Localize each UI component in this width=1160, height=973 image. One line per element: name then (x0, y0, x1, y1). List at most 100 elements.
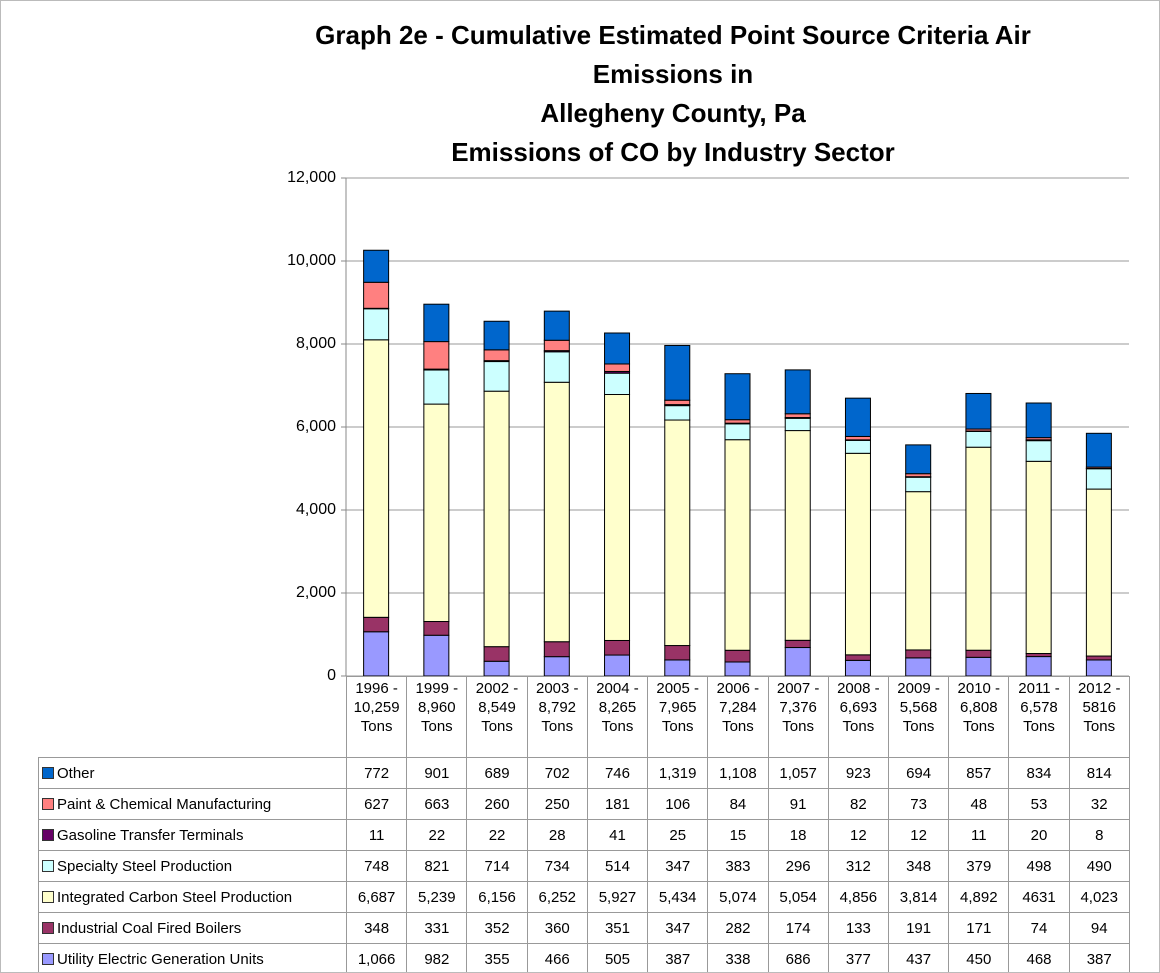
y-tick-label: 10,000 (287, 252, 336, 269)
bar-segment (724, 423, 751, 441)
table-value: 689 (466, 757, 528, 789)
bar-segment (483, 320, 510, 351)
bar-segment (1025, 460, 1052, 655)
table-value: 352 (466, 912, 528, 944)
x-tick-label: 2007 - 7,376 Tons (767, 676, 829, 758)
bar-segment (905, 657, 932, 677)
bar-segment (1085, 432, 1112, 468)
table-value: 171 (948, 912, 1010, 944)
y-tick-label: 4,000 (296, 501, 336, 518)
bar-segment (543, 641, 570, 658)
bar-segment (604, 639, 631, 656)
bar-segment (965, 446, 992, 651)
table-value: 4,856 (827, 881, 889, 913)
table-value: 191 (887, 912, 950, 944)
x-tick-label: 1996 - 10,259 Tons (345, 676, 408, 758)
bar-segment (724, 419, 751, 424)
x-tick-label: 2003 - 8,792 Tons (526, 676, 588, 758)
table-value: 5,054 (767, 881, 829, 913)
table-value: 663 (406, 788, 468, 820)
header-row: 1996 - 10,259 Tons 1999 - 8,960 Tons 2002 … (38, 676, 1130, 758)
x-tick-label: 2006 - 7,284 Tons (707, 676, 769, 758)
table-value: 686 (767, 943, 829, 972)
table-value: 4,892 (948, 881, 1010, 913)
bar-segment (664, 405, 691, 421)
table-value: 25 (647, 819, 709, 851)
table-value: 18 (767, 819, 829, 851)
table-value: 296 (767, 850, 829, 882)
table-value: 4631 (1008, 881, 1070, 913)
table-value: 250 (526, 788, 588, 820)
bar-segment (844, 452, 871, 656)
row-label: Integrated Carbon Steel Production (38, 881, 347, 913)
table-value: 360 (526, 912, 588, 944)
bar-segment (844, 439, 871, 454)
table-value: 3,814 (887, 881, 950, 913)
bar-segment (1085, 488, 1112, 657)
bar-segment (905, 649, 932, 659)
x-tick-label: 2004 - 8,265 Tons (586, 676, 649, 758)
table-value: 348 (887, 850, 950, 882)
bar-segment (363, 308, 390, 341)
table-value: 466 (526, 943, 588, 972)
bar-segment (543, 381, 570, 643)
table-value: 6,156 (466, 881, 528, 913)
table-value: 48 (948, 788, 1010, 820)
bar-segment (423, 341, 450, 370)
bar-segment (724, 373, 751, 421)
bar-segment (423, 303, 450, 343)
bar-segment (784, 413, 811, 419)
table-value: 338 (707, 943, 769, 972)
bar-segment (423, 634, 450, 677)
table-value: 702 (526, 757, 588, 789)
bar-segment (905, 444, 932, 475)
x-tick-label: 2011 - 6,578 Tons (1008, 676, 1070, 758)
table-value: 450 (948, 943, 1010, 972)
table-value: 106 (647, 788, 709, 820)
x-tick-label: 2010 - 6,808 Tons (948, 676, 1010, 758)
table-value: 387 (1068, 943, 1130, 972)
table-value: 834 (1008, 757, 1070, 789)
bar-segment (483, 660, 510, 677)
bar-segment (844, 435, 871, 441)
table-value: 91 (767, 788, 829, 820)
bar-segment (664, 399, 691, 406)
table-row: Industrial Coal Fired Boilers 348 331 352 36… (38, 912, 1130, 944)
table-value: 5,434 (647, 881, 709, 913)
table-value: 498 (1008, 850, 1070, 882)
table-value: 94 (1068, 912, 1130, 944)
table-value: 347 (647, 912, 709, 944)
bar-segment (483, 390, 510, 648)
table-value: 383 (707, 850, 769, 882)
table-value: 53 (1008, 788, 1070, 820)
table-value: 174 (767, 912, 829, 944)
table-value: 348 (345, 912, 408, 944)
bar-segment (724, 439, 751, 651)
bar-segment (965, 649, 992, 658)
bar-segment (483, 349, 510, 362)
bar-segment (905, 476, 932, 493)
table-row: Specialty Steel Production 748 821 714 734 51… (38, 850, 1130, 882)
legend-swatch (42, 766, 54, 779)
table-value: 41 (586, 819, 649, 851)
table-row: Gasoline Transfer Terminals 11 22 22 28 41 25 1… (38, 819, 1130, 851)
bar-segment (363, 339, 390, 618)
bar-segment (664, 419, 691, 647)
legend-label: Other (57, 764, 95, 782)
bar-segment (543, 351, 570, 383)
row-label: Paint & Chemical Manufacturing (38, 788, 347, 820)
table-value: 734 (526, 850, 588, 882)
bar-segment (483, 361, 510, 392)
bar-segment (784, 369, 811, 415)
row-label: Other (38, 757, 347, 789)
table-value: 22 (466, 819, 528, 851)
y-tick-label: 12,000 (287, 169, 336, 186)
legend-label: Integrated Carbon Steel Production (57, 888, 293, 906)
table-value: 4,023 (1068, 881, 1130, 913)
bar-segment (363, 281, 390, 309)
table-value: 32 (1068, 788, 1130, 820)
x-tick-label: 1999 - 8,960 Tons (406, 676, 468, 758)
bar-segment (543, 339, 570, 352)
table-value: 8 (1068, 819, 1130, 851)
